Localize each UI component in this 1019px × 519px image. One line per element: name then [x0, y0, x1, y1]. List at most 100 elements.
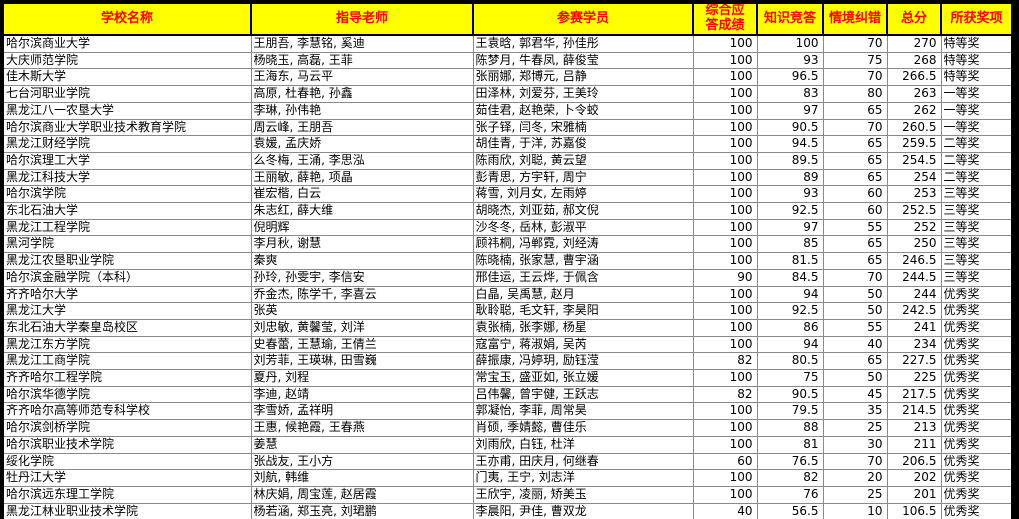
- cell-comprehensive-score[interactable]: 100: [692, 151, 758, 170]
- cell-situation-correction[interactable]: 65: [822, 168, 888, 187]
- cell-instructors[interactable]: 史春蕾, 王慧瑜, 王倩兰: [250, 335, 474, 354]
- cell-total-score[interactable]: 266.5: [886, 68, 942, 87]
- cell-school[interactable]: 东北石油大学: [2, 202, 252, 220]
- cell-total-score[interactable]: 246.5: [886, 252, 942, 270]
- cell-total-score[interactable]: 268: [886, 51, 942, 70]
- cell-total-score[interactable]: 213: [886, 419, 942, 437]
- cell-total-score[interactable]: 259.5: [886, 135, 942, 153]
- cell-instructors[interactable]: 李月秋, 谢慧: [250, 235, 474, 254]
- cell-total-score[interactable]: 227.5: [886, 352, 942, 371]
- cell-knowledge-quiz[interactable]: 75: [756, 369, 824, 387]
- cell-total-score[interactable]: 242.5: [886, 302, 942, 320]
- cell-school[interactable]: 东北石油大学秦皇岛校区: [2, 318, 252, 337]
- cell-total-score[interactable]: 241: [886, 318, 942, 337]
- cell-students[interactable]: 常宝玉, 盛亚如, 张立媛: [472, 369, 694, 387]
- cell-knowledge-quiz[interactable]: 94.5: [756, 135, 824, 153]
- cell-total-score[interactable]: 253: [886, 185, 942, 204]
- cell-total-score[interactable]: 250: [886, 235, 942, 254]
- cell-award[interactable]: 特等奖: [940, 34, 1013, 53]
- cell-knowledge-quiz[interactable]: 86: [756, 318, 824, 337]
- cell-comprehensive-score[interactable]: 100: [692, 485, 758, 504]
- cell-award[interactable]: 二等奖: [940, 135, 1013, 153]
- cell-instructors[interactable]: 崔宏楷, 白云: [250, 185, 474, 204]
- cell-school[interactable]: 黑龙江农垦职业学院: [2, 252, 252, 270]
- cell-comprehensive-score[interactable]: 100: [692, 51, 758, 70]
- column-header-knowledge-quiz[interactable]: 知识竞答: [756, 2, 824, 36]
- cell-award[interactable]: 三等奖: [940, 202, 1013, 220]
- cell-students[interactable]: 白晶, 吴禹慧, 赵月: [472, 285, 694, 304]
- cell-total-score[interactable]: 252: [886, 218, 942, 237]
- cell-students[interactable]: 吕伟馨, 曾宇健, 王跃志: [472, 385, 694, 404]
- cell-knowledge-quiz[interactable]: 89.5: [756, 151, 824, 170]
- cell-knowledge-quiz[interactable]: 92.5: [756, 202, 824, 220]
- cell-situation-correction[interactable]: 55: [822, 318, 888, 337]
- cell-comprehensive-score[interactable]: 100: [692, 135, 758, 153]
- cell-instructors[interactable]: 么冬梅, 王涌, 李思泓: [250, 151, 474, 170]
- cell-situation-correction[interactable]: 65: [822, 135, 888, 153]
- cell-students[interactable]: 陈雨欣, 刘聪, 黄云望: [472, 151, 694, 170]
- cell-students[interactable]: 胡佳青, 于洋, 苏嘉俊: [472, 135, 694, 153]
- cell-instructors[interactable]: 朱志红, 薛大维: [250, 202, 474, 220]
- cell-total-score[interactable]: 202: [886, 469, 942, 487]
- cell-instructors[interactable]: 乔金杰, 陈学千, 李喜云: [250, 285, 474, 304]
- cell-situation-correction[interactable]: 40: [822, 335, 888, 354]
- cell-students[interactable]: 胡晓杰, 刘亚茹, 郝文倪: [472, 202, 694, 220]
- cell-knowledge-quiz[interactable]: 81.5: [756, 252, 824, 270]
- cell-award[interactable]: 优秀奖: [940, 502, 1013, 519]
- cell-students[interactable]: 沙冬冬, 岳林, 彭淑平: [472, 218, 694, 237]
- cell-school[interactable]: 黑龙江工商学院: [2, 352, 252, 371]
- cell-knowledge-quiz[interactable]: 84.5: [756, 268, 824, 287]
- cell-school[interactable]: 齐齐哈尔工程学院: [2, 369, 252, 387]
- cell-school[interactable]: 黑龙江东方学院: [2, 335, 252, 354]
- cell-instructors[interactable]: 刘忠敏, 黄馨莹, 刘洋: [250, 318, 474, 337]
- column-header-total-score[interactable]: 总分: [886, 2, 942, 36]
- cell-situation-correction[interactable]: 65: [822, 352, 888, 371]
- cell-students[interactable]: 刘雨欣, 白钰, 杜洋: [472, 435, 694, 454]
- cell-instructors[interactable]: 夏丹, 刘程: [250, 369, 474, 387]
- cell-award[interactable]: 特等奖: [940, 51, 1013, 70]
- cell-total-score[interactable]: 211: [886, 435, 942, 454]
- cell-comprehensive-score[interactable]: 60: [692, 452, 758, 471]
- column-header-comprehensive-score[interactable]: 综合应 答成绩: [692, 2, 758, 36]
- cell-award[interactable]: 优秀奖: [940, 302, 1013, 320]
- cell-total-score[interactable]: 106.5: [886, 502, 942, 519]
- cell-instructors[interactable]: 王惠, 候艳霞, 王春燕: [250, 419, 474, 437]
- cell-comprehensive-score[interactable]: 100: [692, 68, 758, 87]
- cell-total-score[interactable]: 201: [886, 485, 942, 504]
- cell-comprehensive-score[interactable]: 100: [692, 252, 758, 270]
- cell-award[interactable]: 优秀奖: [940, 285, 1013, 304]
- cell-knowledge-quiz[interactable]: 90.5: [756, 385, 824, 404]
- cell-situation-correction[interactable]: 35: [822, 402, 888, 421]
- cell-knowledge-quiz[interactable]: 83: [756, 85, 824, 103]
- cell-comprehensive-score[interactable]: 100: [692, 168, 758, 187]
- cell-knowledge-quiz[interactable]: 97: [756, 218, 824, 237]
- cell-school[interactable]: 哈尔滨学院: [2, 185, 252, 204]
- cell-comprehensive-score[interactable]: 100: [692, 402, 758, 421]
- cell-school[interactable]: 大庆师范学院: [2, 51, 252, 70]
- column-header-award[interactable]: 所获奖项: [940, 2, 1013, 36]
- cell-comprehensive-score[interactable]: 40: [692, 502, 758, 519]
- cell-school[interactable]: 哈尔滨商业大学: [2, 34, 252, 53]
- cell-students[interactable]: 蒋雪, 刘月女, 左雨婷: [472, 185, 694, 204]
- cell-students[interactable]: 肖硕, 季婧懿, 曹佳乐: [472, 419, 694, 437]
- cell-award[interactable]: 三等奖: [940, 185, 1013, 204]
- cell-award[interactable]: 优秀奖: [940, 435, 1013, 454]
- cell-situation-correction[interactable]: 60: [822, 202, 888, 220]
- cell-instructors[interactable]: 王海东, 马云平: [250, 68, 474, 87]
- cell-school[interactable]: 绥化学院: [2, 452, 252, 471]
- cell-students[interactable]: 王袁晗, 郭君华, 孙佳彤: [472, 34, 694, 53]
- cell-students[interactable]: 张丽娜, 郑博元, 吕静: [472, 68, 694, 87]
- cell-award[interactable]: 一等奖: [940, 101, 1013, 120]
- cell-students[interactable]: 田泽林, 刘爱芬, 王美玲: [472, 85, 694, 103]
- cell-instructors[interactable]: 刘航, 韩维: [250, 469, 474, 487]
- cell-instructors[interactable]: 姜慧: [250, 435, 474, 454]
- cell-students[interactable]: 陈晓楠, 张家慧, 曹宇涵: [472, 252, 694, 270]
- cell-instructors[interactable]: 杨晓玉, 高磊, 王菲: [250, 51, 474, 70]
- cell-knowledge-quiz[interactable]: 97: [756, 101, 824, 120]
- cell-school[interactable]: 哈尔滨理工大学: [2, 151, 252, 170]
- cell-instructors[interactable]: 李琳, 孙伟艳: [250, 101, 474, 120]
- cell-situation-correction[interactable]: 65: [822, 101, 888, 120]
- cell-award[interactable]: 优秀奖: [940, 469, 1013, 487]
- column-header-instructors[interactable]: 指导老师: [250, 2, 474, 36]
- cell-situation-correction[interactable]: 70: [822, 452, 888, 471]
